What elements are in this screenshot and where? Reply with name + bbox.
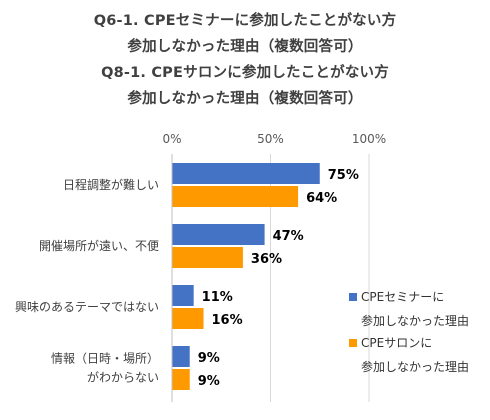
data-label-series1-cat3: 11% xyxy=(202,290,233,305)
legend-label-salon-line-1: CPEサロンに xyxy=(361,336,433,350)
bar-series2-cat4 xyxy=(172,369,190,390)
bar-series1-cat2 xyxy=(172,224,265,245)
category-label-1: 日程調整が難しい xyxy=(63,177,159,192)
legend-label-salon-line-2: 参加しなかった理由 xyxy=(361,360,470,374)
bar-series2-cat1 xyxy=(172,186,299,207)
category-label-2: 開催場所が遠い、不便 xyxy=(39,238,159,253)
legend-swatch-salon xyxy=(349,339,357,347)
legend-swatch-seminar xyxy=(349,293,357,301)
title-line-3: Q8-1. CPEサロンに参加したことがない方 xyxy=(101,65,389,81)
data-label-series2-cat2: 36% xyxy=(251,252,282,267)
x-tick-label-0: 0% xyxy=(162,132,181,146)
data-label-series2-cat1: 64% xyxy=(306,191,337,206)
bar-series2-cat3 xyxy=(172,308,204,329)
bar-series2-cat2 xyxy=(172,247,243,268)
title-line-2: 参加しなかった理由（複数回答可） xyxy=(127,39,363,55)
bar-series1-cat1 xyxy=(172,163,320,184)
bar-series1-cat3 xyxy=(172,285,194,306)
title-line-1: Q6-1. CPEセミナーに参加したことがない方 xyxy=(93,13,397,29)
legend-label-seminar-line-1: CPEセミナーに xyxy=(361,290,445,304)
category-label-4-line-2: がわからない xyxy=(87,370,159,385)
category-label-3: 興味のあるテーマではない xyxy=(15,300,159,314)
bar-series1-cat4 xyxy=(172,346,190,367)
title-line-4: 参加しなかった理由（複数回答可） xyxy=(127,91,363,107)
data-label-series1-cat1: 75% xyxy=(328,168,359,183)
x-tick-label-100: 100% xyxy=(352,132,386,146)
data-label-series2-cat3: 16% xyxy=(212,313,243,328)
data-label-series1-cat4: 9% xyxy=(198,351,220,366)
data-label-series2-cat4: 9% xyxy=(198,374,220,389)
category-label-4-line-1: 情報（日時・場所） xyxy=(51,352,159,366)
x-tick-label-50: 50% xyxy=(257,132,284,146)
legend-label-seminar-line-2: 参加しなかった理由 xyxy=(361,314,470,328)
data-label-series1-cat2: 47% xyxy=(273,229,304,244)
